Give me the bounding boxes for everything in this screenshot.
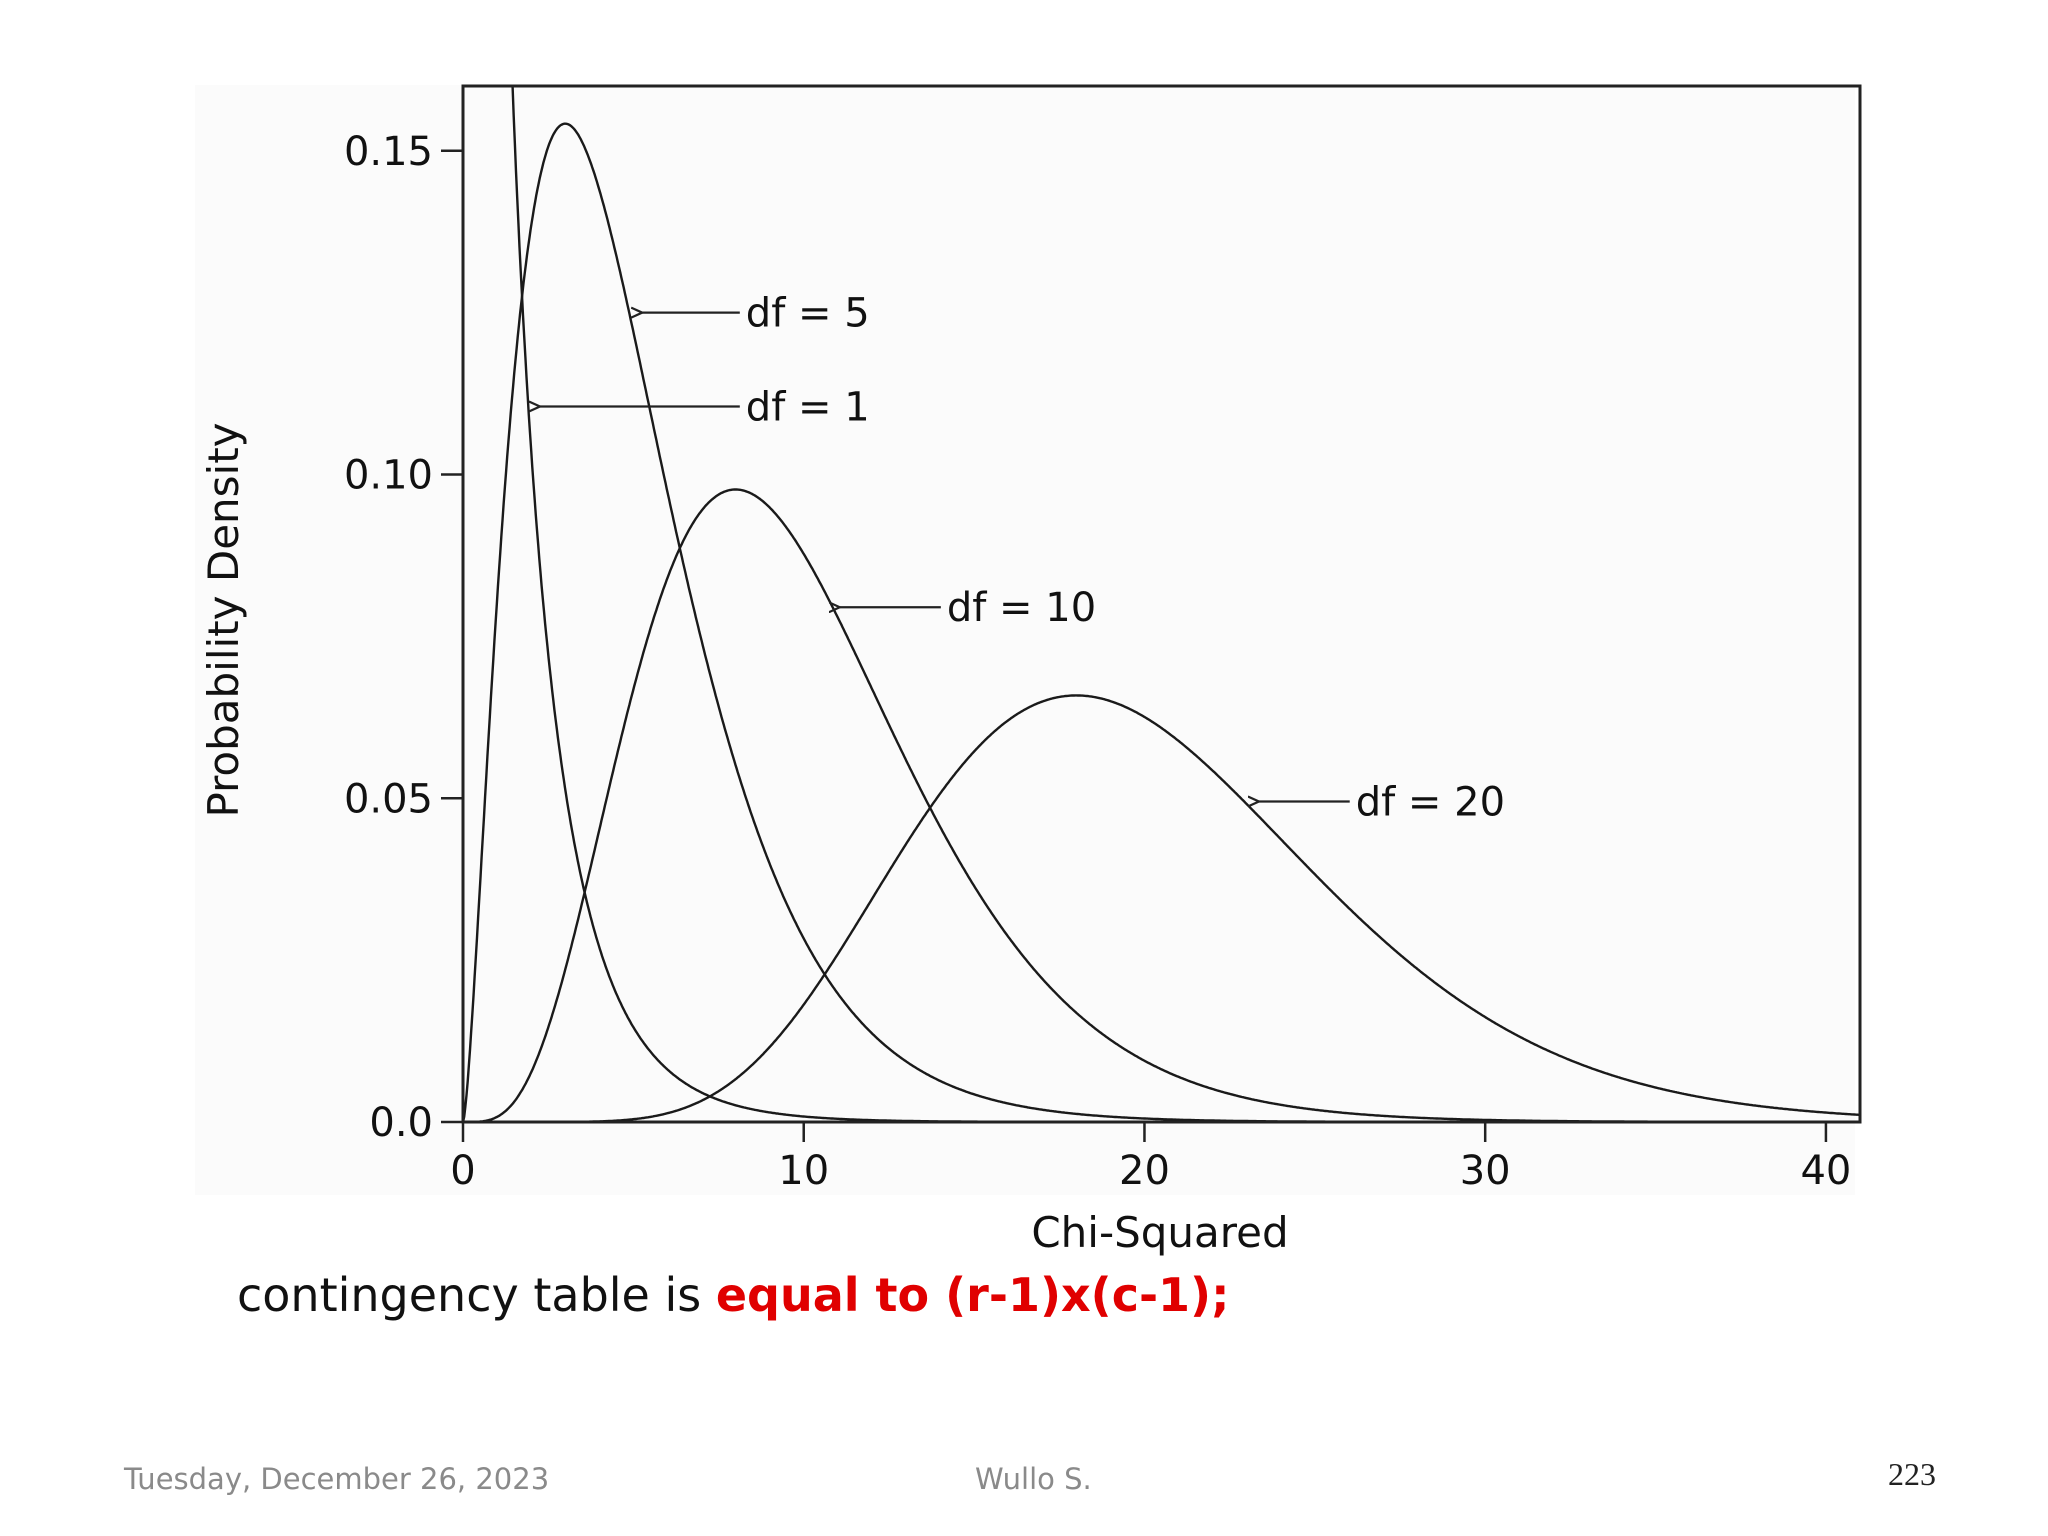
caption-text: contingency table is equal to (r-1)x(c-1…: [237, 1268, 1229, 1322]
x-tick-label: 20: [1119, 1148, 1170, 1194]
y-tick-label: 0.10: [344, 453, 433, 499]
plot-background: [195, 85, 1855, 1195]
annotation-label: df = 5: [746, 291, 870, 337]
y-axis: 0.0 0.05 0.10 0.15: [344, 129, 463, 1146]
curve-df-20: [463, 694, 1860, 1122]
annotation-label: df = 1: [746, 385, 870, 431]
page-number: 223: [1888, 1456, 1936, 1492]
y-tick-label: 0.15: [344, 129, 433, 175]
annotation-label: df = 10: [947, 585, 1096, 631]
annotation-label: df = 20: [1356, 779, 1505, 825]
y-axis-title: Probability Density: [199, 422, 248, 817]
footer-date: Tuesday, December 26, 2023: [124, 1462, 550, 1496]
caption-prefix: contingency table is: [237, 1268, 716, 1322]
caption-emphasis: equal to (r-1)x(c-1);: [715, 1268, 1230, 1322]
x-axis: 0 10 20 30 40: [450, 1122, 1851, 1194]
y-tick-label: 0.0: [369, 1100, 433, 1146]
x-tick-label: 0: [450, 1148, 475, 1194]
x-tick-label: 30: [1460, 1148, 1511, 1194]
annotations-layer: df = 5 df = 1 df = 10 df = 20: [540, 291, 1505, 825]
x-tick-label: 40: [1800, 1148, 1851, 1194]
curve-df-5: [463, 122, 1860, 1122]
x-tick-label: 10: [778, 1148, 829, 1194]
footer-author: Wullo S.: [975, 1462, 1092, 1496]
y-tick-label: 0.05: [344, 776, 433, 822]
x-axis-title: Chi-Squared: [1031, 1208, 1288, 1257]
curve-df-1: [511, 86, 1860, 1122]
plot-frame: [461, 84, 1862, 1124]
